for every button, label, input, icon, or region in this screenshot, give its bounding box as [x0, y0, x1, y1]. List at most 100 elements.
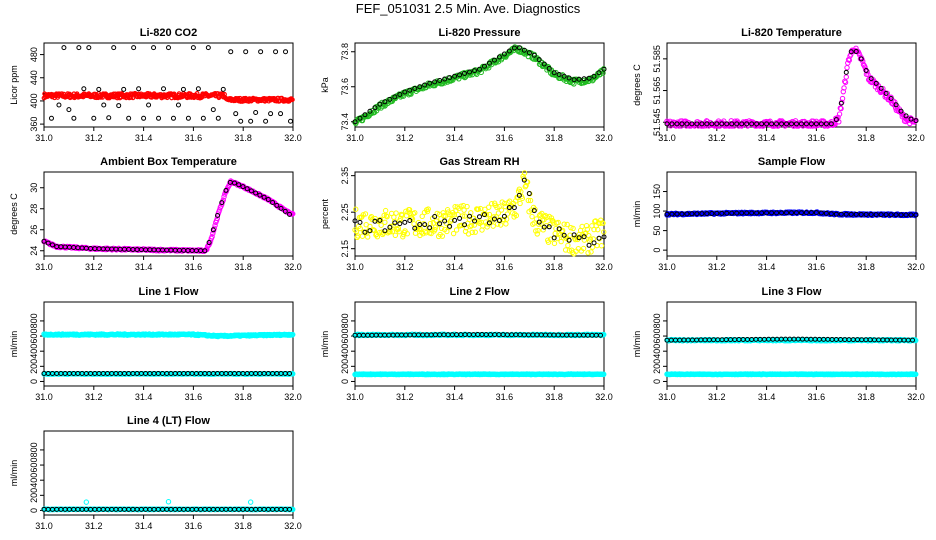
data-point [282, 208, 288, 214]
data-point [444, 207, 451, 213]
series-raw [41, 91, 295, 104]
data-point [506, 205, 512, 211]
data-point [382, 207, 389, 214]
data-point [450, 230, 457, 237]
data-point [472, 218, 478, 224]
data-point [511, 45, 517, 51]
data-point [481, 212, 487, 218]
y-axis-label: Licor ppm [9, 65, 19, 105]
x-tick-label: 31.0 [35, 521, 53, 531]
data-point [290, 371, 296, 377]
data-point [779, 121, 785, 127]
data-point [141, 115, 147, 121]
data-point [744, 210, 750, 216]
data-point [517, 200, 523, 207]
series-avg [48, 45, 294, 124]
data-point [803, 210, 809, 216]
data-point [374, 234, 381, 240]
data-point [789, 210, 794, 216]
data-point [598, 332, 604, 338]
data-point [734, 210, 740, 216]
data-point [442, 218, 448, 224]
data-point [411, 221, 417, 227]
x-tick-label: 31.8 [234, 262, 252, 272]
data-point [442, 213, 449, 219]
x-tick-label: 31.4 [758, 133, 776, 143]
data-point [458, 203, 464, 209]
data-point [433, 218, 440, 224]
data-point [863, 211, 869, 217]
data-point [561, 221, 567, 227]
data-point [913, 337, 919, 344]
data-point [888, 95, 894, 101]
data-point [432, 79, 438, 85]
data-point [495, 210, 502, 216]
x-tick-label: 31.2 [708, 133, 726, 143]
data-point [220, 86, 226, 92]
data-point [595, 226, 601, 233]
data-point [448, 217, 455, 223]
data-point [438, 225, 445, 232]
data-point [61, 45, 67, 51]
data-point [808, 121, 814, 127]
data-point [840, 88, 846, 95]
data-point [576, 76, 582, 82]
data-point [556, 226, 562, 232]
data-point [851, 48, 858, 55]
data-point [664, 121, 670, 127]
data-point [519, 47, 526, 53]
data-point [784, 210, 790, 216]
panel-title: Li-820 Pressure [439, 27, 521, 39]
x-tick-label: 31.2 [85, 133, 103, 143]
y-tick-label: 0 [652, 248, 662, 253]
data-point [486, 211, 493, 218]
data-point [521, 170, 528, 176]
data-point [561, 232, 567, 238]
data-point [669, 211, 675, 217]
data-point [427, 225, 433, 231]
y-tick-label: 400 [29, 344, 39, 359]
x-axis: 31.0 31.2 31.4 31.6 31.8 32.0 [35, 127, 302, 143]
data-point [828, 121, 834, 127]
x-tick-label: 31.2 [85, 262, 103, 272]
data-point [457, 72, 463, 78]
data-point [503, 221, 509, 227]
data-point [848, 211, 854, 217]
data-point [739, 210, 745, 216]
data-point [531, 208, 537, 214]
data-point [462, 70, 468, 76]
x-tick-label: 31.0 [658, 392, 676, 402]
data-point [841, 85, 847, 91]
data-point [486, 220, 492, 226]
data-point [534, 231, 540, 237]
data-point [180, 86, 186, 92]
series-avg [664, 48, 919, 127]
data-point [462, 213, 468, 219]
data-point [848, 49, 854, 55]
data-point [501, 213, 507, 219]
x-tick-label: 31.4 [135, 262, 153, 272]
data-point [372, 218, 378, 224]
data-point [601, 66, 607, 72]
x-tick-label: 31.4 [135, 392, 153, 402]
x-tick-label: 31.8 [234, 133, 252, 143]
data-point [600, 220, 606, 226]
x-tick-label: 31.0 [35, 392, 53, 402]
y-axis-label: percent [320, 198, 330, 229]
data-point [601, 234, 607, 240]
data-point [248, 188, 254, 194]
data-point [694, 121, 700, 127]
data-point [888, 94, 894, 100]
data-point [823, 210, 829, 216]
x-tick-label: 31.4 [446, 392, 464, 402]
data-point [893, 212, 899, 218]
data-point [106, 115, 112, 121]
data-point [491, 57, 497, 63]
data-point [407, 218, 413, 224]
data-point [231, 180, 237, 186]
data-point [699, 121, 705, 127]
data-point [694, 211, 700, 217]
data-point [71, 115, 77, 121]
data-point [679, 121, 685, 127]
